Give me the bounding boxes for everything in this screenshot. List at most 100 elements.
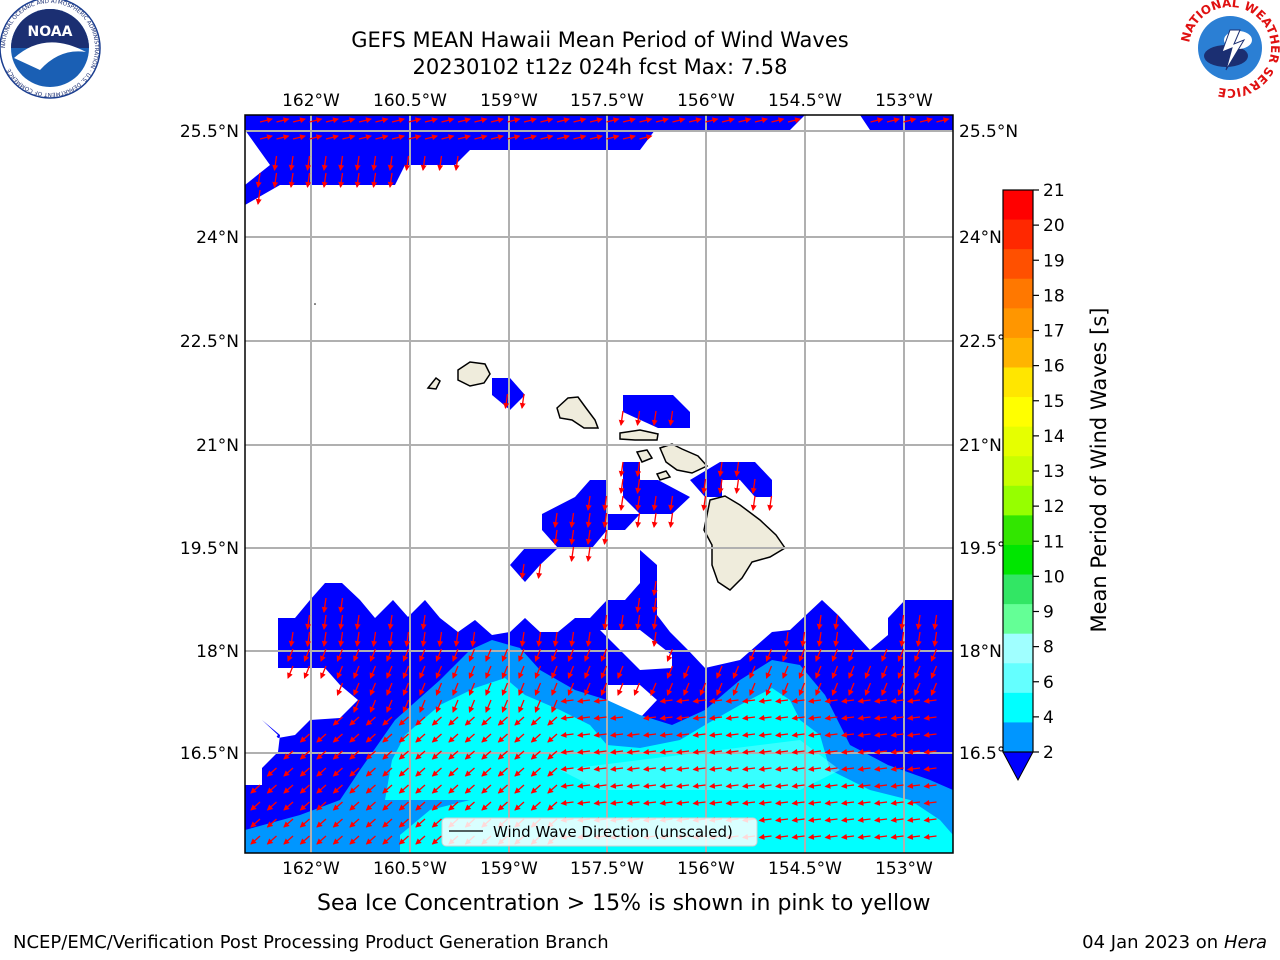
wave-direction-arrow (353, 699, 360, 713)
lat-tick-right: 21°N (959, 436, 1002, 456)
lon-tick-bottom: 157.5°W (570, 859, 644, 879)
wave-direction-arrow (514, 750, 525, 760)
wave-direction-arrow (890, 833, 904, 840)
wave-direction-arrow (907, 731, 921, 738)
wave-direction-arrow (569, 631, 576, 647)
wave-direction-arrow (841, 799, 855, 806)
wave-direction-arrow (342, 117, 356, 124)
wave-direction-arrow (309, 117, 323, 124)
wave-direction-arrow (321, 631, 328, 647)
wave-direction-arrow (775, 816, 789, 823)
wave-direction-arrow (468, 682, 476, 696)
wave-direction-arrow (358, 117, 372, 124)
wave-direction-arrow (503, 393, 510, 409)
wave-direction-arrow (585, 529, 592, 545)
wave-direction-arrow (424, 134, 438, 141)
wave-direction-arrow (936, 117, 950, 124)
wave-direction-arrow (382, 733, 393, 743)
wave-direction-arrow (709, 799, 723, 806)
wave-direction-arrow (349, 767, 360, 777)
wave-direction-arrow (907, 748, 921, 755)
wave-direction-arrow (864, 682, 872, 696)
wave-direction-arrow (635, 461, 642, 477)
wave-direction-arrow (497, 716, 508, 726)
wave-direction-arrow (709, 731, 723, 738)
colorbar-tick: 6 (1043, 673, 1054, 693)
lon-tick-top: 159°W (480, 91, 538, 111)
wave-direction-arrow (923, 748, 937, 755)
wave-direction-arrow (749, 665, 756, 679)
wave-direction-arrow (874, 833, 888, 840)
wave-direction-arrow (305, 631, 312, 647)
wave-direction-arrow (398, 801, 409, 811)
wave-direction-arrow (435, 699, 443, 713)
wave-direction-arrow (666, 665, 674, 679)
wave-direction-arrow (626, 782, 640, 789)
wave-direction-arrow (725, 799, 739, 806)
title-line-1: GEFS MEAN Hawaii Mean Period of Wind Wav… (351, 28, 849, 52)
colorbar-segment (1003, 485, 1033, 516)
wave-direction-arrow (651, 512, 658, 528)
wave-direction-arrow (519, 563, 526, 579)
wave-direction-arrow (431, 750, 442, 760)
wave-direction-arrow (332, 733, 343, 743)
wave-direction-arrow (316, 750, 327, 760)
wave-direction-arrow (338, 614, 345, 630)
wave-direction-arrow (259, 134, 273, 141)
wave-direction-arrow (321, 597, 328, 613)
wave-direction-arrow (481, 767, 492, 777)
wave-direction-arrow (316, 835, 327, 845)
wave-direction-arrow (250, 784, 261, 794)
wave-direction-arrow (556, 134, 570, 141)
wave-direction-arrow (610, 799, 624, 806)
wave-direction-arrow (732, 682, 740, 696)
wave-direction-arrow (816, 614, 823, 630)
wave-direction-arrow (783, 631, 790, 647)
wave-direction-arrow (692, 799, 706, 806)
wave-direction-arrow (585, 631, 592, 647)
wave-direction-arrow (391, 134, 405, 141)
lon-tick-top: 156°W (677, 91, 735, 111)
wave-direction-arrow (464, 716, 475, 726)
wave-direction-arrow (626, 731, 640, 738)
wave-direction-arrow (824, 816, 838, 823)
wave-direction-arrow (386, 682, 393, 696)
wave-direction-arrow (655, 117, 669, 124)
wave-direction-arrow (551, 665, 558, 679)
wave-direction-arrow (919, 117, 933, 124)
wave-direction-arrow (914, 682, 921, 696)
wave-direction-arrow (382, 784, 393, 794)
wave-direction-arrow (303, 665, 311, 679)
wave-direction-arrow (626, 765, 640, 772)
footer-right: 04 Jan 2023 on Hera (1082, 932, 1267, 953)
wave-direction-arrow (765, 682, 773, 696)
wave-region-lanai-west (542, 480, 640, 548)
wave-direction-arrow (808, 799, 822, 806)
wave-direction-arrow (758, 748, 772, 755)
wave-direction-arrow (250, 818, 261, 828)
wave-direction-arrow (303, 648, 311, 662)
wave-direction-arrow (481, 784, 492, 794)
wave-direction-arrow (577, 731, 591, 738)
wave-direction-arrow (325, 134, 339, 141)
island-molokai (619, 429, 659, 441)
wave-direction-arrow (398, 750, 409, 760)
wave-direction-arrow (365, 750, 376, 760)
wave-direction-arrow (474, 134, 488, 141)
wave-direction-arrow (415, 716, 426, 726)
wave-direction-arrow (448, 784, 459, 794)
wave-direction-arrow (398, 818, 409, 828)
lat-tick-left: 18°N (196, 642, 239, 662)
wave-direction-arrow (593, 782, 607, 789)
wave-direction-arrow (709, 748, 723, 755)
wave-direction-arrow (633, 682, 641, 696)
wave-direction-arrow (824, 697, 838, 704)
wave-direction-arrow (497, 750, 508, 760)
wave-direction-arrow (932, 631, 939, 647)
wave-direction-arrow (332, 750, 343, 760)
wave-direction-arrow (907, 799, 921, 806)
wave-direction-arrow (824, 748, 838, 755)
wave-direction-arrow (874, 782, 888, 789)
wave-direction-arrow (668, 512, 675, 528)
colorbar-segment (1003, 337, 1033, 368)
